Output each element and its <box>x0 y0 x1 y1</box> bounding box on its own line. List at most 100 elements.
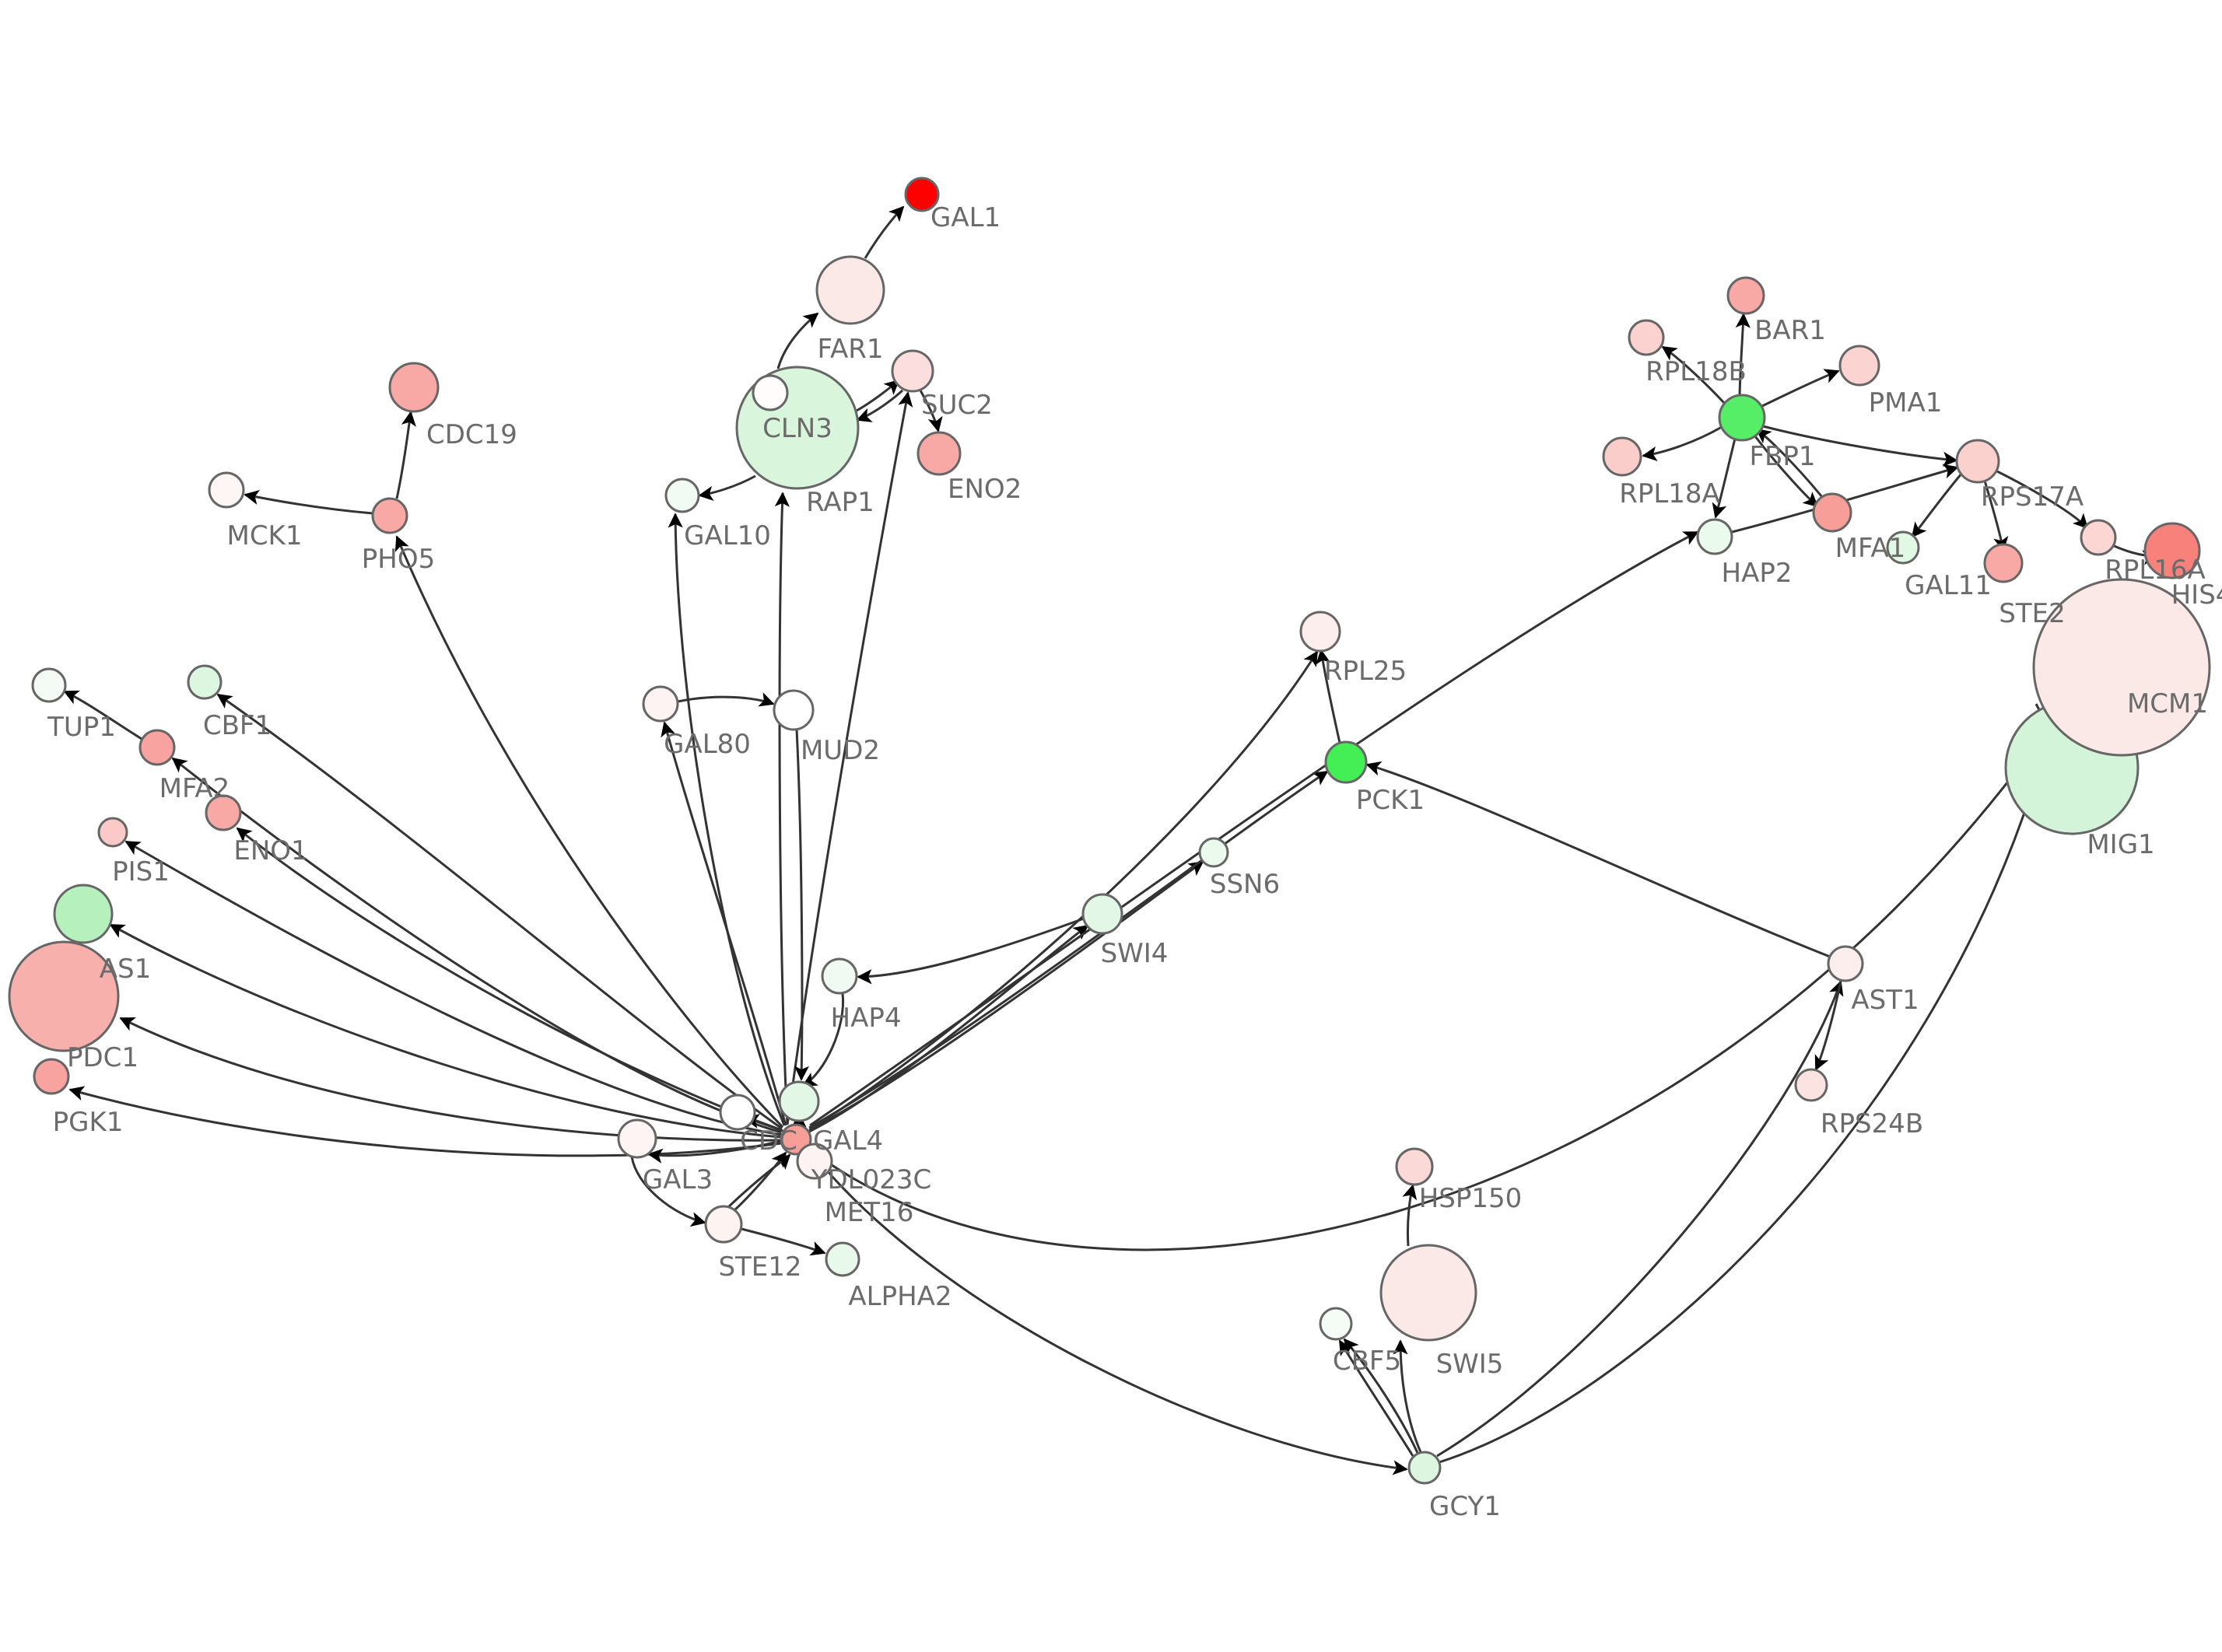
node-hap4b[interactable] <box>778 1080 820 1122</box>
node-pma1[interactable] <box>1838 345 1880 387</box>
edge-gal4-to-eno1 <box>236 827 783 1132</box>
edge-gcy1-to-ast1 <box>1436 980 1844 1458</box>
node-pgk1[interactable] <box>33 1058 70 1095</box>
node-rps24b[interactable] <box>1794 1068 1828 1102</box>
node-gal4[interactable] <box>780 1123 812 1156</box>
node-eno2[interactable] <box>916 431 962 476</box>
node-pdc1[interactable] <box>8 940 120 1052</box>
node-tup1[interactable] <box>31 667 67 703</box>
node-label-as1: AS1 <box>100 954 151 985</box>
node-ydl023c[interactable] <box>796 1143 833 1180</box>
node-hsp150[interactable] <box>1395 1147 1434 1186</box>
node-label-hap4: HAP4 <box>831 1003 902 1034</box>
node-gal1[interactable] <box>904 177 940 212</box>
edge-ast1-to-rps24b <box>1814 980 1842 1071</box>
node-mcm1[interactable] <box>2032 578 2211 757</box>
node-pis1[interactable] <box>97 817 128 848</box>
edge-gcy1-to-mcm1 <box>1439 768 2042 1464</box>
node-cbf1[interactable] <box>187 664 223 700</box>
node-rpl25[interactable] <box>1299 611 1341 653</box>
edge-rps17a-to-gal11 <box>1911 472 1964 538</box>
node-cdc19[interactable] <box>388 362 440 413</box>
node-label-his4: HIS4 <box>2171 579 2222 611</box>
node-mfa2[interactable] <box>138 729 176 766</box>
node-label-mud2: MUD2 <box>801 735 880 766</box>
node-mck1[interactable] <box>208 471 245 509</box>
node-hap2[interactable] <box>1696 518 1733 555</box>
node-label-pis1: PIS1 <box>112 856 170 887</box>
node-gal80[interactable] <box>642 685 679 723</box>
node-label-rps17a: RPS17A <box>1981 481 2084 513</box>
edge-gal4-to-pdc1 <box>119 1017 782 1142</box>
node-cdc[interactable] <box>719 1094 756 1131</box>
node-rpl16a[interactable] <box>2080 519 2117 556</box>
node-hap4[interactable] <box>821 957 858 995</box>
edge-gal4-to-cbf1 <box>216 693 783 1130</box>
node-rpl18b[interactable] <box>1628 319 1665 356</box>
node-label-cdc19: CDC19 <box>426 419 517 450</box>
node-label-gcy1: GCY1 <box>1429 1491 1501 1522</box>
edge-mud2-to-hap4b <box>794 729 809 1081</box>
edge-gal4-to-hap2 <box>809 530 1699 1127</box>
node-alpha2[interactable] <box>825 1241 860 1277</box>
node-gcy1[interactable] <box>1407 1451 1442 1485</box>
node-gal11[interactable] <box>1886 530 1920 565</box>
edge-cln3-to-gal10 <box>698 474 756 502</box>
node-suc2[interactable] <box>891 349 934 393</box>
node-rps17a[interactable] <box>1955 439 2000 484</box>
edge-fbp1-to-mfa1 <box>1754 436 1819 508</box>
node-mfa1[interactable] <box>1812 492 1852 533</box>
node-layer[interactable] <box>8 177 2211 1485</box>
node-label-mcm1: MCM1 <box>2127 688 2208 719</box>
node-label-rps24b: RPS24B <box>1821 1108 1923 1139</box>
node-label-swi5: SWI5 <box>1436 1349 1504 1380</box>
edge-ste12-to-alpha2 <box>741 1227 826 1256</box>
edge-suc2-to-eno2 <box>919 390 943 432</box>
node-label-pho5: PHO5 <box>362 544 435 575</box>
edge-rps17a-to-rpl16a <box>1995 469 2089 530</box>
node-his4[interactable] <box>2143 522 2201 579</box>
node-ste2[interactable] <box>1983 543 2024 583</box>
edge-gal4-to-pck1 <box>808 770 1329 1129</box>
node-label-hap2: HAP2 <box>1722 558 1793 589</box>
node-label-gal10: GAL10 <box>684 520 771 551</box>
edge-swi4-to-hap4 <box>857 917 1085 985</box>
node-pck1[interactable] <box>1324 740 1368 784</box>
node-pho5[interactable] <box>371 497 408 534</box>
node-eno1[interactable] <box>205 794 242 831</box>
node-gal10[interactable] <box>664 478 700 513</box>
edge-gcy1-to-cbf5b <box>1338 1339 1414 1457</box>
node-swi5[interactable] <box>1379 1244 1477 1342</box>
node-as1[interactable] <box>53 884 114 944</box>
node-far1[interactable] <box>815 255 885 325</box>
edge-gal4-to-as1 <box>109 923 782 1139</box>
edge-fbp1-to-rpl18a <box>1642 425 1723 462</box>
node-label-met16: MET16 <box>825 1197 914 1228</box>
node-cln3_inner[interactable] <box>752 374 789 411</box>
node-ssn6[interactable] <box>1198 837 1229 868</box>
node-label-gal1: GAL1 <box>931 202 1001 233</box>
node-label-pgk1: PGK1 <box>53 1107 124 1138</box>
edge-gal4-to-pgk1 <box>68 1086 782 1157</box>
node-label-cbf5: CBF5 <box>1333 1346 1401 1377</box>
node-bar1[interactable] <box>1726 276 1765 315</box>
node-rpl18a[interactable] <box>1602 436 1642 477</box>
edge-gal4-to-gal80 <box>661 721 787 1126</box>
node-label-far1: FAR1 <box>818 334 884 365</box>
edge-pho5-to-cdc19 <box>395 411 416 499</box>
edge-gal4-to-mfa2 <box>171 757 782 1134</box>
edge-fbp1-to-hap2 <box>1712 438 1737 519</box>
node-ast1[interactable] <box>1827 945 1864 982</box>
node-ste12[interactable] <box>704 1205 743 1244</box>
node-label-cln3: CLN3 <box>762 413 832 444</box>
node-label-ast1: AST1 <box>1851 985 1919 1016</box>
node-cbf5[interactable] <box>1319 1307 1353 1341</box>
node-swi4[interactable] <box>1081 893 1123 935</box>
node-mud2[interactable] <box>773 689 815 731</box>
node-label-mfa1: MFA1 <box>1835 533 1906 564</box>
node-gal3[interactable] <box>617 1118 657 1159</box>
edge-gcy1-to-swi5 <box>1393 1339 1422 1453</box>
node-fbp1[interactable] <box>1718 394 1766 442</box>
